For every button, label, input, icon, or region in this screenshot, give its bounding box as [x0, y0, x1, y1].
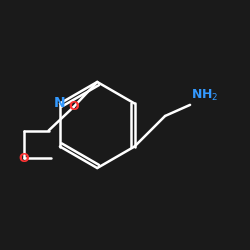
Text: N: N: [54, 96, 66, 110]
Text: O: O: [68, 100, 79, 114]
Text: NH$_2$: NH$_2$: [192, 88, 219, 104]
Text: O: O: [18, 152, 29, 165]
